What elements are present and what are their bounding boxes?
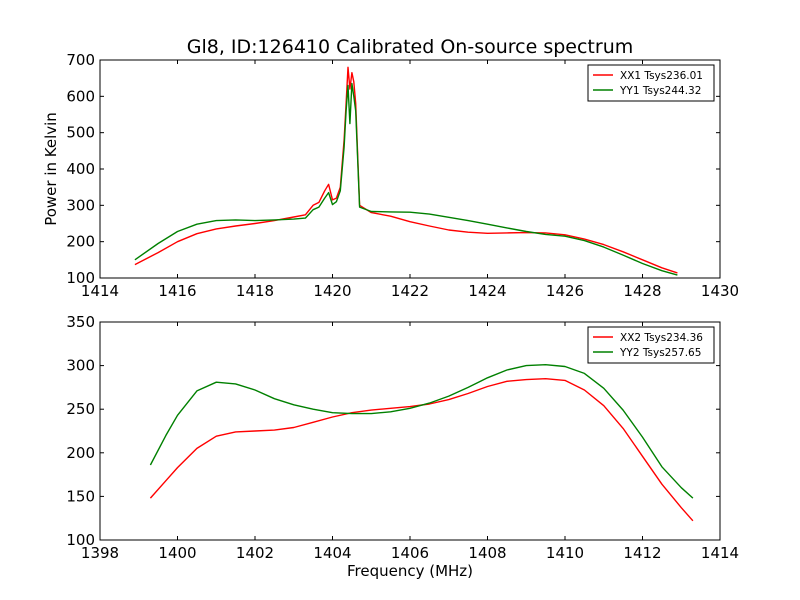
legend-box-panel-2 [587,326,715,364]
x-tick-label: 1430 [701,282,739,300]
legend-box-panel-1 [587,64,715,102]
x-tick-label: 1406 [391,544,429,562]
y-tick-label: 350 [66,313,95,331]
x-tick-label: 1412 [623,544,661,562]
y-axis-label: Power in Kelvin [42,112,60,226]
x-tick-label: 1414 [81,282,119,300]
x-tick-label: 1408 [468,544,506,562]
x-tick-label: 1420 [313,282,351,300]
x-tick-label: 1404 [313,544,351,562]
y-tick-label: 250 [66,400,95,418]
x-tick-label: 1414 [701,544,739,562]
bottom-panel: 1398 1400 1402 1404 1406 1408 1410 1412 1414 100 1… [66,313,739,562]
x-tick-label: 1422 [391,282,429,300]
y-tick-label: 100 [66,531,95,549]
y-tick-label: 200 [66,444,95,462]
y-tick-label: 700 [66,51,95,69]
x-tick-label: 1428 [623,282,661,300]
legend-entry: XX2 Tsys234.36 [620,332,703,344]
x-tick-label: 1418 [236,282,274,300]
x-tick-label: 1416 [158,282,196,300]
y-tick-label: 150 [66,487,95,505]
y-tick-label: 200 [66,233,95,251]
legend-entry: YY2 Tsys257.65 [619,347,701,359]
x-tick-label: 1398 [81,544,119,562]
y-tick-label: 300 [66,357,95,375]
series-line-yy-panel-2 [149,364,694,499]
top-panel: 1414 1416 1418 1420 1422 1424 1426 1428 1430 100 2… [66,51,739,300]
series-line-yy-panel-1 [134,82,678,276]
x-tick-label: 1400 [158,544,196,562]
series-line-xx-panel-1 [134,66,678,274]
x-axis-label: Frequency (MHz) [347,562,473,580]
y-tick-label: 500 [66,124,95,142]
legend-entry: YY1 Tsys244.32 [619,85,701,97]
y-tick-label: 600 [66,87,95,105]
y-tick-label: 400 [66,160,95,178]
x-tick-label: 1426 [546,282,584,300]
y-tick-label: 100 [66,269,95,287]
y-tick-label: 300 [66,196,95,214]
legend-entry: XX1 Tsys236.01 [620,70,703,82]
x-tick-label: 1410 [546,544,584,562]
chart-title: Gl8, ID:126410 Calibrated On-source spec… [187,36,634,58]
x-tick-label: 1424 [468,282,506,300]
x-tick-label: 1402 [236,544,274,562]
